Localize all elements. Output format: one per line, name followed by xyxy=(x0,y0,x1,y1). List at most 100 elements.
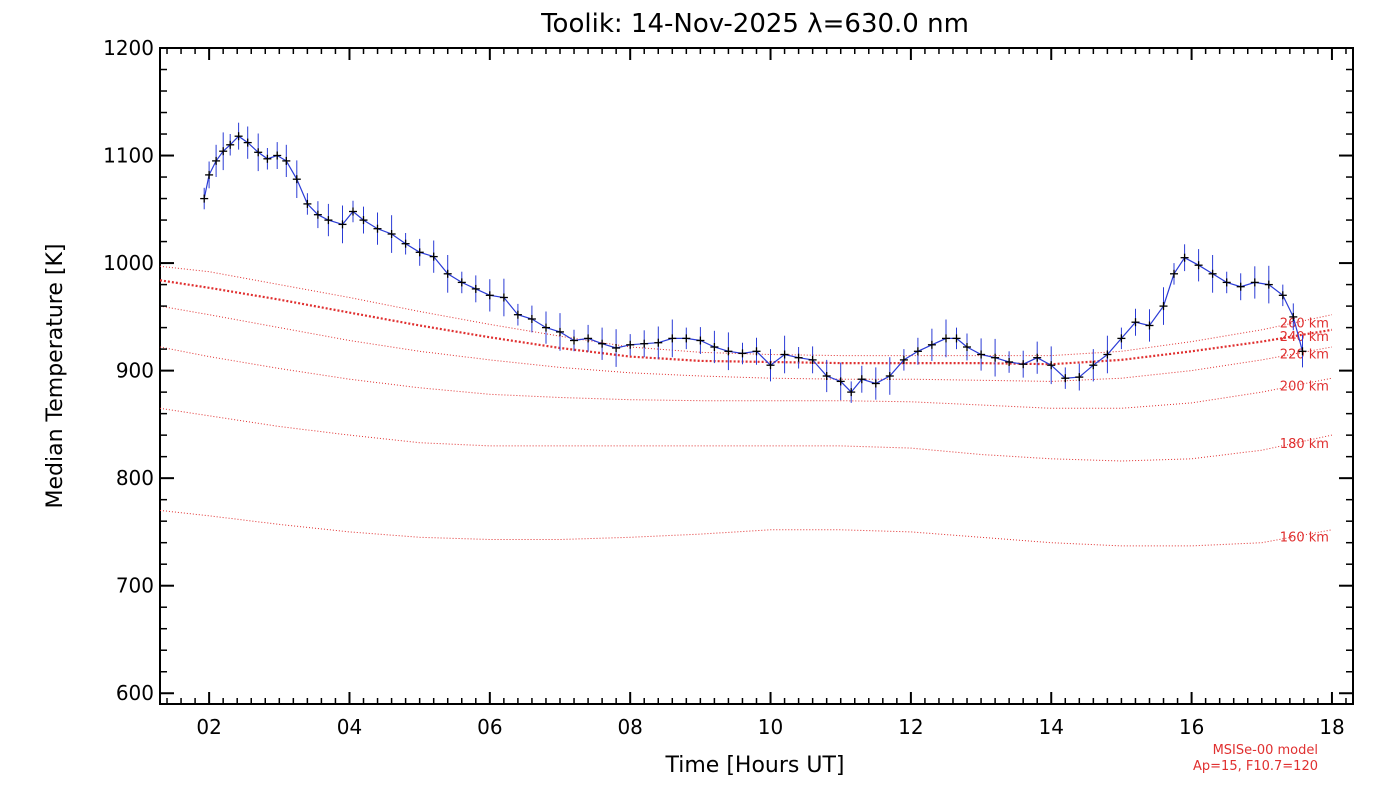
data-point xyxy=(1159,302,1168,311)
data-point xyxy=(359,216,368,225)
model-curve-160-km xyxy=(159,509,1332,547)
data-point xyxy=(527,315,536,323)
model-curve-label: 180 km xyxy=(1280,437,1329,452)
x-tick-label: 06 xyxy=(477,715,502,739)
data-point xyxy=(794,353,803,362)
data-point xyxy=(1075,373,1084,382)
data-point xyxy=(1061,374,1070,383)
data-point xyxy=(1131,318,1140,327)
data-point xyxy=(443,269,452,278)
data-point xyxy=(219,147,228,156)
data-point xyxy=(1145,321,1154,330)
data-point xyxy=(513,310,522,319)
data-point xyxy=(243,138,252,147)
data-point xyxy=(612,344,621,352)
data-point xyxy=(1289,312,1298,321)
data-point xyxy=(542,323,550,332)
model-curve-200-km xyxy=(159,346,1332,409)
x-tick-label: 10 xyxy=(758,715,783,739)
data-point xyxy=(977,350,986,359)
data-point xyxy=(471,284,480,293)
data-point xyxy=(1250,278,1259,287)
data-point xyxy=(822,372,831,380)
data-point xyxy=(752,347,761,356)
data-point xyxy=(857,375,866,384)
x-tick-label: 02 xyxy=(196,715,221,739)
data-point xyxy=(1019,360,1028,369)
data-point xyxy=(1222,278,1231,287)
data-point xyxy=(682,334,691,343)
data-point xyxy=(780,350,789,359)
data-point xyxy=(696,336,705,345)
data-point xyxy=(401,239,410,248)
data-point xyxy=(212,156,221,165)
model-curve-label: 160 km xyxy=(1280,531,1329,546)
data-point xyxy=(738,349,747,358)
chart-title: Toolik: 14-Nov-2025 λ=630.0 nm xyxy=(540,9,969,39)
data-point xyxy=(1005,358,1014,366)
y-tick-label: 1200 xyxy=(103,36,154,60)
model-curve-label: 200 km xyxy=(1280,380,1329,395)
data-point xyxy=(766,361,775,370)
data-point xyxy=(349,207,357,216)
data-point xyxy=(273,151,282,160)
data-point xyxy=(324,216,333,225)
data-point xyxy=(387,230,396,238)
data-point xyxy=(927,340,936,349)
data-point xyxy=(724,347,733,356)
data-point xyxy=(415,248,424,257)
model-curve-label: 260 km xyxy=(1280,317,1329,332)
data-point xyxy=(1194,261,1203,270)
data-point xyxy=(1208,269,1217,278)
y-tick-label: 800 xyxy=(116,466,154,490)
data-point xyxy=(640,339,649,348)
data-point xyxy=(429,252,438,261)
data-point xyxy=(1298,347,1307,356)
data-point xyxy=(1089,361,1098,370)
y-tick-label: 1000 xyxy=(103,251,154,275)
data-point xyxy=(847,388,856,397)
data-point xyxy=(226,140,235,149)
data-point xyxy=(1170,269,1178,278)
x-tick-label: 14 xyxy=(1039,715,1064,739)
data-point xyxy=(570,336,578,345)
data-point xyxy=(1033,353,1042,362)
model-curve-220-km xyxy=(159,305,1332,382)
data-point xyxy=(373,224,382,233)
plot-frame xyxy=(159,47,1354,705)
data-point xyxy=(1236,282,1245,291)
model-curve-label: 220 km xyxy=(1280,348,1329,363)
data-point xyxy=(952,334,961,343)
data-point xyxy=(292,175,301,184)
model-curve-label: 240 km xyxy=(1280,330,1329,345)
data-point xyxy=(205,170,214,179)
y-axis-label: Median Temperature [K] xyxy=(43,244,68,509)
data-point xyxy=(263,154,272,163)
data-point xyxy=(338,220,347,229)
data-point xyxy=(991,353,1000,362)
data-point xyxy=(1117,334,1126,343)
data-point xyxy=(499,293,508,302)
x-tick-label: 16 xyxy=(1179,715,1204,739)
data-series xyxy=(200,132,1307,397)
data-point xyxy=(234,132,243,141)
data-point xyxy=(556,327,564,336)
model-curve-240-km xyxy=(159,279,1333,366)
data-point xyxy=(303,199,312,208)
data-point xyxy=(808,355,817,364)
data-point xyxy=(313,210,322,219)
data-point xyxy=(963,343,971,351)
data-point xyxy=(1180,253,1189,262)
x-tick-label: 12 xyxy=(898,715,923,739)
data-point xyxy=(710,343,719,351)
data-point xyxy=(942,334,950,343)
axis-ticks: 02 04 06 08 10 12 14 16 18 600 700 800 900 1000 1100 12… xyxy=(103,36,1353,739)
model-curve-260-km xyxy=(159,265,1333,357)
data-point xyxy=(913,347,922,356)
data-point xyxy=(485,291,494,300)
model-curve-180-km xyxy=(159,407,1333,462)
data-point xyxy=(1103,350,1112,359)
model-label-line-2: Ap=15, F10.7=120 xyxy=(1193,759,1318,774)
